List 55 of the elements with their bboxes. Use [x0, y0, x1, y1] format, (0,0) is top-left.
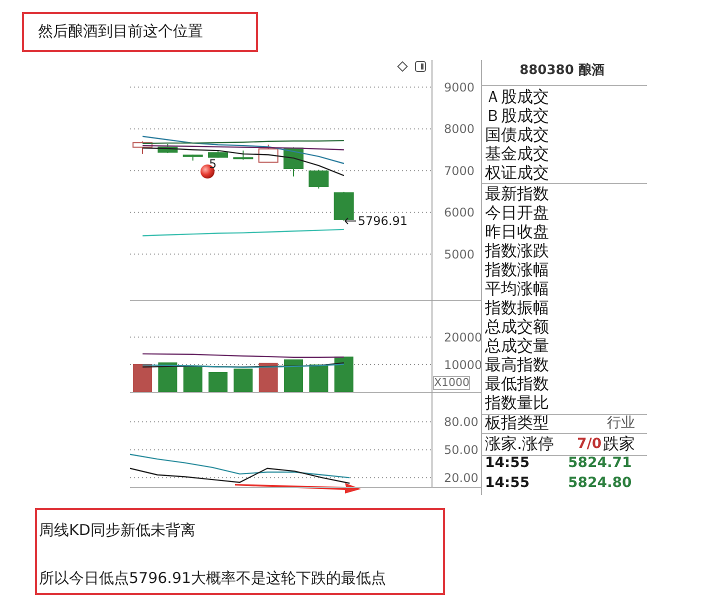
line-series [130, 454, 350, 478]
bar [183, 365, 202, 392]
text: 5824.71 [568, 454, 632, 472]
y-tick-label: 10000 [444, 358, 482, 372]
text: Ａ股成交 [485, 87, 549, 106]
bar [284, 359, 304, 392]
y-tick-label: 8000 [444, 122, 475, 136]
text: 5824.80 [568, 474, 632, 492]
y-tick-label: 6000 [444, 206, 475, 220]
text: 今日开盘 [485, 203, 549, 222]
y-tick-label: 9000 [444, 80, 475, 94]
text: 指数振幅 [485, 298, 549, 317]
bar [258, 362, 278, 392]
bar [158, 362, 178, 392]
line-series [142, 228, 345, 236]
y-tick-label: 20.00 [444, 470, 478, 485]
annotation: 5796.91 [358, 214, 408, 228]
text: 最高指数 [485, 355, 549, 374]
y-tick-label: 80.00 [444, 415, 478, 430]
text: Ｂ股成交 [485, 106, 549, 125]
chart-title: 然后酿酒到目前这个位置 [38, 21, 203, 41]
text: 指数涨幅 [485, 260, 549, 279]
text: 总成交量 [485, 336, 549, 355]
text: 7/0 [577, 435, 602, 453]
text: 最新指数 [485, 184, 549, 203]
text: 平均涨幅 [485, 279, 549, 298]
text: 指数涨跌 [485, 241, 549, 260]
text: 周线KD同步新低未背离 [39, 520, 196, 540]
text: 板指类型 [485, 413, 549, 432]
text: 昨日收盘 [485, 222, 549, 241]
y-axis-title: X1000 [434, 376, 470, 389]
text: 权证成交 [485, 163, 549, 182]
text: 涨家.涨停 [485, 434, 554, 453]
text: 所以今日低点5796.91大概率不是这轮下跌的最低点 [39, 568, 386, 588]
bar [334, 356, 354, 392]
text: 14:55 [485, 474, 530, 492]
text: 行业 [607, 414, 635, 432]
y-tick-label: 7000 [444, 164, 475, 178]
text: 国债成交 [485, 125, 549, 144]
text: 最低指数 [485, 374, 549, 393]
annotation: 5 [209, 157, 217, 171]
bar [133, 364, 152, 392]
bar [309, 364, 328, 392]
text: 基金成交 [485, 144, 549, 163]
text: 880380 酿酒 [518, 63, 606, 79]
bar [234, 368, 253, 392]
y-tick-label: 50.00 [444, 443, 478, 458]
y-tick-label: 5000 [444, 247, 475, 262]
text: 跌家 [603, 434, 635, 453]
bar [208, 372, 228, 392]
text: 总成交额 [485, 317, 549, 336]
text: 14:55 [485, 454, 530, 472]
y-tick-label: 20000 [444, 330, 482, 344]
line-series [130, 468, 350, 484]
text: 指数量比 [485, 393, 549, 412]
